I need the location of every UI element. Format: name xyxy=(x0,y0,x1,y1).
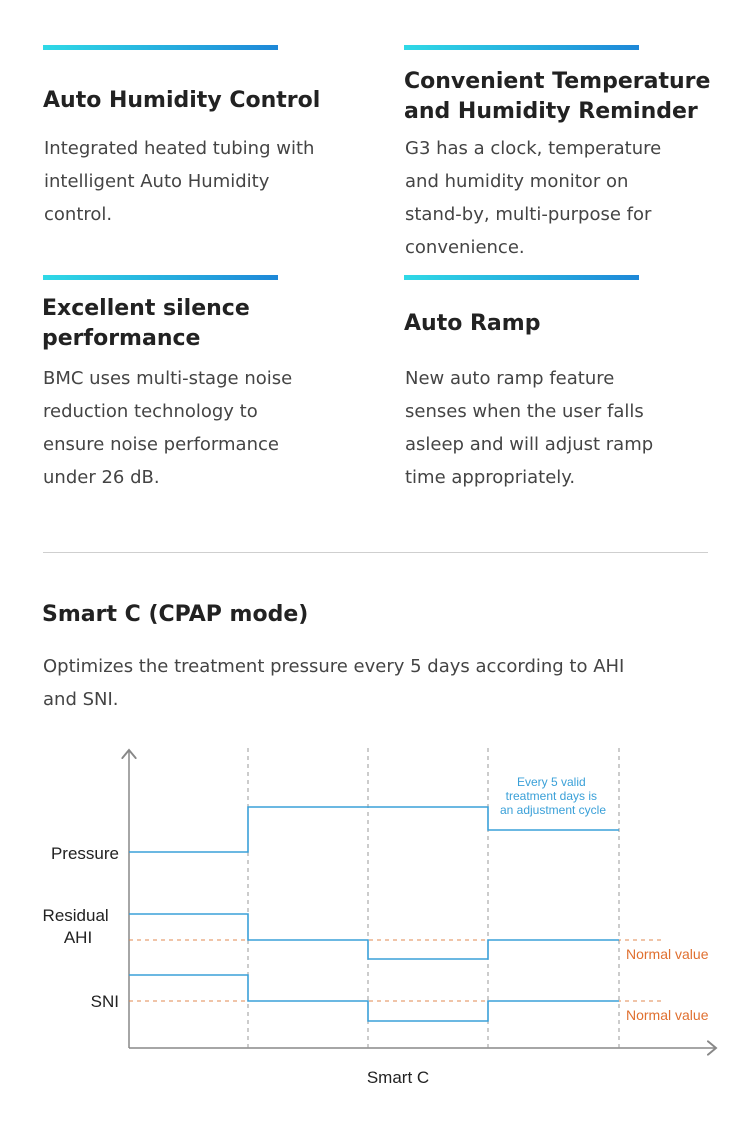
feature-title: Auto Humidity Control xyxy=(43,88,321,113)
residual-ahi-trace xyxy=(129,913,619,960)
ahi-normal-value-label: Normal value xyxy=(626,946,709,962)
feature-title: Auto Ramp xyxy=(404,311,541,336)
section-description: Optimizes the treatment pressure every 5… xyxy=(43,656,625,710)
pressure-label: Pressure xyxy=(51,844,119,863)
accent-bar xyxy=(43,45,278,50)
pressure-trace xyxy=(129,806,619,853)
x-axis-label: Smart C xyxy=(367,1068,429,1087)
sni-normal-value-label: Normal value xyxy=(626,1007,709,1023)
sni-trace xyxy=(129,974,619,1022)
accent-bar xyxy=(43,275,278,280)
sni-label: SNI xyxy=(91,992,119,1011)
section-title: Smart C (CPAP mode) xyxy=(42,602,309,627)
feature-description: New auto ramp feature senses when the us… xyxy=(405,368,654,488)
feature-title: Excellent silence performance xyxy=(42,296,250,351)
cycle-note: Every 5 valid treatment days is an adjus… xyxy=(500,775,606,817)
accent-bar xyxy=(404,45,639,50)
section-divider xyxy=(43,552,708,553)
accent-bar xyxy=(404,275,639,280)
feature-description: Integrated heated tubing with intelligen… xyxy=(44,138,315,225)
feature-title: Convenient Temperature and Humidity Remi… xyxy=(404,69,711,124)
residual-ahi-label: Residual AHI xyxy=(43,906,114,947)
feature-description: BMC uses multi-stage noise reduction tec… xyxy=(43,368,293,488)
feature-description: G3 has a clock, temperature and humidity… xyxy=(405,138,662,258)
